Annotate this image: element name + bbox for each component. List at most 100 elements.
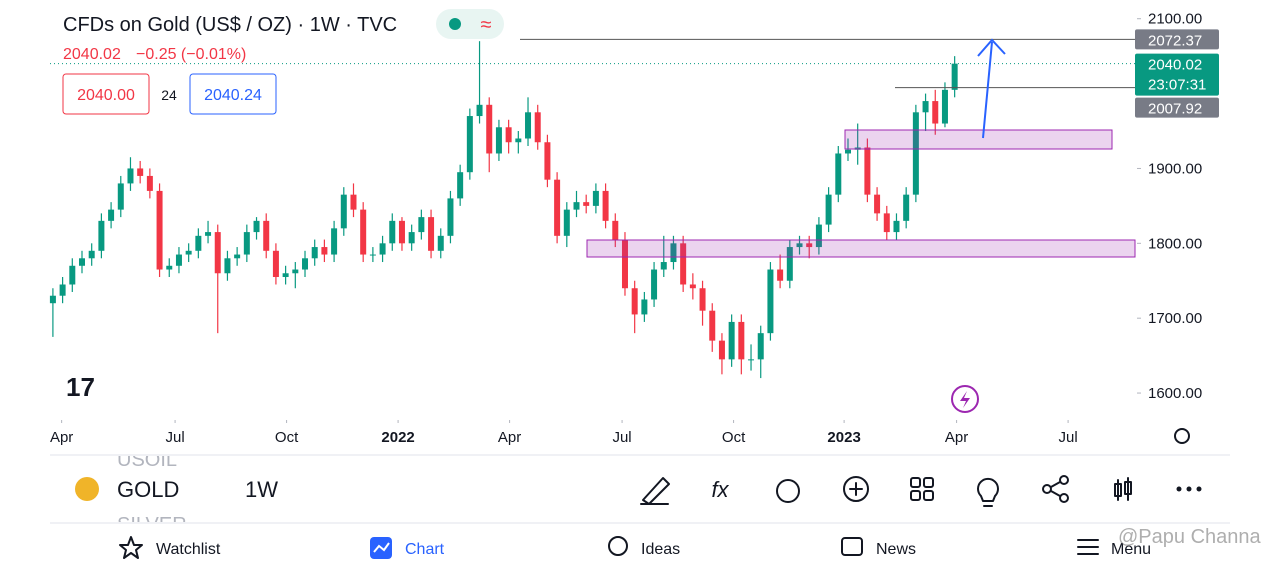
candle-body [786, 247, 793, 281]
settings-button[interactable] [1174, 428, 1190, 444]
candle-body [486, 104, 493, 154]
candle-body [951, 63, 958, 90]
candle-body [651, 269, 658, 300]
chart-area [49, 18, 1141, 423]
candle-body [185, 250, 192, 255]
ask-price[interactable]: 2040.24 [204, 87, 262, 104]
x-tick-label: Apr [498, 429, 521, 446]
candle-body [534, 112, 541, 143]
candle-body [137, 168, 144, 176]
gold-icon [75, 477, 99, 501]
x-tick-label: Oct [722, 429, 746, 446]
x-tick-label: Oct [275, 429, 299, 446]
price-tag [1135, 53, 1219, 96]
menu-icon[interactable] [1077, 539, 1099, 555]
tv-logo: 17 [66, 372, 95, 402]
zone-rect [586, 239, 1136, 258]
y-tick-label: 1600.00 [1148, 385, 1202, 402]
candle-body [689, 284, 696, 289]
candle-body [282, 273, 289, 278]
add-button[interactable] [843, 476, 869, 502]
candle-body [583, 202, 590, 206]
candle-body [321, 247, 328, 255]
candle-body [117, 183, 124, 210]
candle-body [243, 232, 250, 255]
candle-body [525, 112, 532, 139]
candle-body [641, 299, 648, 315]
price-tag [1135, 97, 1219, 118]
candle-body [602, 190, 609, 221]
candle-body [205, 232, 212, 236]
watchlist-icon[interactable] [119, 536, 143, 559]
candle-body [621, 239, 628, 289]
y-tick-label: 1800.00 [1148, 235, 1202, 252]
x-tick-label: Apr [50, 429, 73, 446]
candle-body [941, 89, 948, 124]
buy-button[interactable] [189, 73, 277, 115]
candle-body [418, 217, 425, 233]
bid-price[interactable]: 2040.00 [77, 87, 135, 104]
candle-body [331, 228, 338, 255]
news-icon[interactable] [841, 537, 863, 556]
share-button[interactable] [1042, 484, 1052, 494]
candle-body [166, 265, 173, 270]
candle-body [408, 232, 415, 244]
chart-title: CFDs on Gold (US$ / OZ) · 1W · TVC [63, 14, 397, 36]
candle-body [554, 179, 561, 236]
x-tick-label: Jul [1059, 429, 1078, 446]
alert-button[interactable] [776, 479, 800, 503]
candle-body [379, 243, 386, 255]
nav-item[interactable]: Watchlist [156, 541, 221, 558]
toolbar-icons: fx [640, 475, 1202, 507]
price-tag-label: 2072.37 [1148, 32, 1202, 49]
draw-button[interactable] [640, 477, 670, 505]
candle-body [350, 194, 357, 210]
candle-body [98, 220, 105, 251]
candle-body [844, 149, 851, 154]
candle-body [757, 333, 764, 360]
candle-body [893, 220, 900, 233]
candle-body [767, 269, 774, 334]
candle-body [175, 254, 182, 266]
symbol-current[interactable]: GOLD [117, 477, 179, 502]
nav-item[interactable]: Ideas [641, 541, 680, 558]
x-tick-label: Jul [165, 429, 184, 446]
symbol-option[interactable]: SILVER [117, 514, 187, 536]
sell-button[interactable] [62, 73, 150, 115]
candle-body [263, 220, 270, 251]
interval[interactable]: 1W [245, 477, 278, 502]
candle-body [292, 269, 299, 274]
lightning-button[interactable] [951, 385, 979, 413]
candle-body [49, 295, 56, 304]
layout-button[interactable] [910, 477, 921, 488]
last-price: 2040.02 [63, 46, 121, 63]
candle-body [311, 247, 318, 259]
candle-body [718, 340, 725, 360]
candle-body [156, 190, 163, 270]
more-button[interactable] [1176, 486, 1182, 492]
candle-body [195, 235, 202, 251]
axis-labels: 1600.00 1700.00 1800.00 1900.00 2100.00 Apr Ju… [50, 11, 1219, 446]
candle-body [670, 243, 677, 263]
candle-body [360, 209, 367, 255]
candle-body [777, 269, 784, 281]
candle-body [912, 112, 919, 195]
candle-body [389, 220, 396, 244]
nav-item[interactable]: News [876, 541, 916, 558]
candle-body [815, 224, 822, 248]
candle-body [369, 254, 376, 256]
ideas-button[interactable] [977, 477, 999, 507]
status-icon: ≈ [481, 14, 492, 36]
candle-body [127, 168, 134, 184]
candle-body [272, 250, 279, 278]
arrow-drawing [977, 38, 1006, 139]
candle-body [224, 258, 231, 274]
indicators-button[interactable]: fx [711, 477, 729, 502]
ideas-icon[interactable] [608, 536, 628, 556]
chart-type-button[interactable] [1114, 477, 1132, 501]
candle-body [447, 198, 454, 236]
symbol-option[interactable]: USOIL [117, 449, 177, 471]
nav-item[interactable]: Chart [405, 541, 445, 558]
candle-body [922, 101, 929, 113]
nav-item[interactable]: Menu [1111, 541, 1151, 558]
